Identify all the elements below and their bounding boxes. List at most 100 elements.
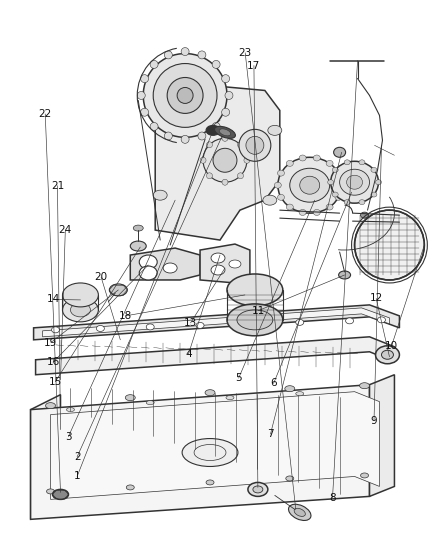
- Text: 5: 5: [235, 373, 242, 383]
- Ellipse shape: [326, 204, 333, 210]
- Ellipse shape: [219, 129, 231, 136]
- Ellipse shape: [71, 303, 90, 317]
- Ellipse shape: [150, 60, 158, 68]
- Ellipse shape: [278, 195, 284, 200]
- Ellipse shape: [53, 489, 68, 499]
- Ellipse shape: [244, 157, 250, 163]
- Ellipse shape: [63, 283, 99, 307]
- Ellipse shape: [182, 439, 238, 466]
- Ellipse shape: [237, 310, 273, 330]
- Ellipse shape: [143, 53, 227, 138]
- Polygon shape: [34, 305, 399, 340]
- Ellipse shape: [313, 209, 320, 215]
- Ellipse shape: [125, 394, 135, 401]
- Ellipse shape: [371, 192, 377, 197]
- Ellipse shape: [153, 63, 217, 127]
- Polygon shape: [50, 392, 379, 499]
- Ellipse shape: [137, 92, 145, 100]
- Text: 10: 10: [385, 341, 398, 351]
- Ellipse shape: [150, 123, 158, 131]
- Polygon shape: [200, 244, 250, 283]
- Ellipse shape: [375, 180, 381, 185]
- Ellipse shape: [328, 180, 334, 185]
- Ellipse shape: [359, 160, 365, 165]
- Polygon shape: [130, 248, 200, 280]
- Ellipse shape: [181, 47, 189, 55]
- Ellipse shape: [133, 225, 143, 231]
- Ellipse shape: [375, 346, 399, 364]
- Ellipse shape: [299, 209, 306, 215]
- Ellipse shape: [164, 51, 172, 59]
- Ellipse shape: [164, 132, 172, 140]
- Ellipse shape: [222, 135, 228, 141]
- Ellipse shape: [268, 125, 282, 135]
- Ellipse shape: [299, 155, 306, 161]
- Text: 14: 14: [46, 294, 60, 304]
- Ellipse shape: [141, 75, 148, 83]
- Ellipse shape: [246, 321, 254, 327]
- Ellipse shape: [146, 401, 154, 405]
- Text: 23: 23: [239, 48, 252, 58]
- Ellipse shape: [360, 212, 368, 218]
- Ellipse shape: [167, 77, 203, 114]
- Ellipse shape: [226, 395, 234, 400]
- Polygon shape: [370, 375, 395, 496]
- Text: 18: 18: [119, 311, 132, 321]
- Ellipse shape: [253, 486, 263, 493]
- Ellipse shape: [286, 204, 293, 210]
- Ellipse shape: [126, 485, 134, 490]
- Ellipse shape: [222, 179, 228, 185]
- Text: 13: 13: [184, 318, 197, 328]
- Text: 2: 2: [74, 452, 81, 462]
- Ellipse shape: [141, 108, 148, 116]
- Ellipse shape: [274, 182, 281, 188]
- Ellipse shape: [46, 489, 54, 494]
- Ellipse shape: [263, 195, 277, 205]
- Ellipse shape: [289, 504, 311, 520]
- Ellipse shape: [222, 75, 230, 83]
- Ellipse shape: [335, 170, 342, 176]
- Ellipse shape: [355, 210, 424, 280]
- Ellipse shape: [360, 383, 370, 389]
- Ellipse shape: [286, 160, 293, 166]
- Ellipse shape: [139, 255, 157, 269]
- Text: 24: 24: [59, 225, 72, 236]
- Ellipse shape: [222, 108, 230, 116]
- Ellipse shape: [313, 155, 320, 161]
- Text: 17: 17: [247, 61, 261, 70]
- Polygon shape: [31, 385, 370, 519]
- Ellipse shape: [227, 274, 283, 306]
- Ellipse shape: [339, 271, 350, 279]
- Text: 4: 4: [185, 349, 192, 359]
- Ellipse shape: [248, 482, 268, 496]
- Ellipse shape: [213, 148, 237, 172]
- Ellipse shape: [359, 200, 365, 205]
- Ellipse shape: [326, 160, 333, 166]
- Ellipse shape: [206, 125, 220, 135]
- Text: 22: 22: [39, 109, 52, 119]
- Ellipse shape: [206, 173, 212, 179]
- Ellipse shape: [381, 350, 393, 359]
- Polygon shape: [42, 308, 389, 337]
- Text: 6: 6: [270, 378, 277, 389]
- Ellipse shape: [278, 157, 342, 213]
- Ellipse shape: [215, 126, 235, 139]
- Text: 9: 9: [371, 416, 377, 426]
- Polygon shape: [31, 394, 60, 519]
- Ellipse shape: [46, 402, 56, 409]
- Ellipse shape: [52, 327, 60, 333]
- Text: 19: 19: [44, 337, 57, 348]
- Ellipse shape: [205, 390, 215, 395]
- Ellipse shape: [206, 142, 212, 148]
- Ellipse shape: [286, 476, 294, 481]
- Ellipse shape: [237, 142, 244, 148]
- Polygon shape: [155, 85, 280, 240]
- Ellipse shape: [153, 190, 167, 200]
- Ellipse shape: [177, 87, 193, 103]
- Ellipse shape: [346, 175, 363, 189]
- Ellipse shape: [344, 200, 350, 205]
- Ellipse shape: [360, 473, 368, 478]
- Ellipse shape: [206, 480, 214, 485]
- Text: 12: 12: [370, 293, 383, 303]
- Ellipse shape: [110, 284, 127, 296]
